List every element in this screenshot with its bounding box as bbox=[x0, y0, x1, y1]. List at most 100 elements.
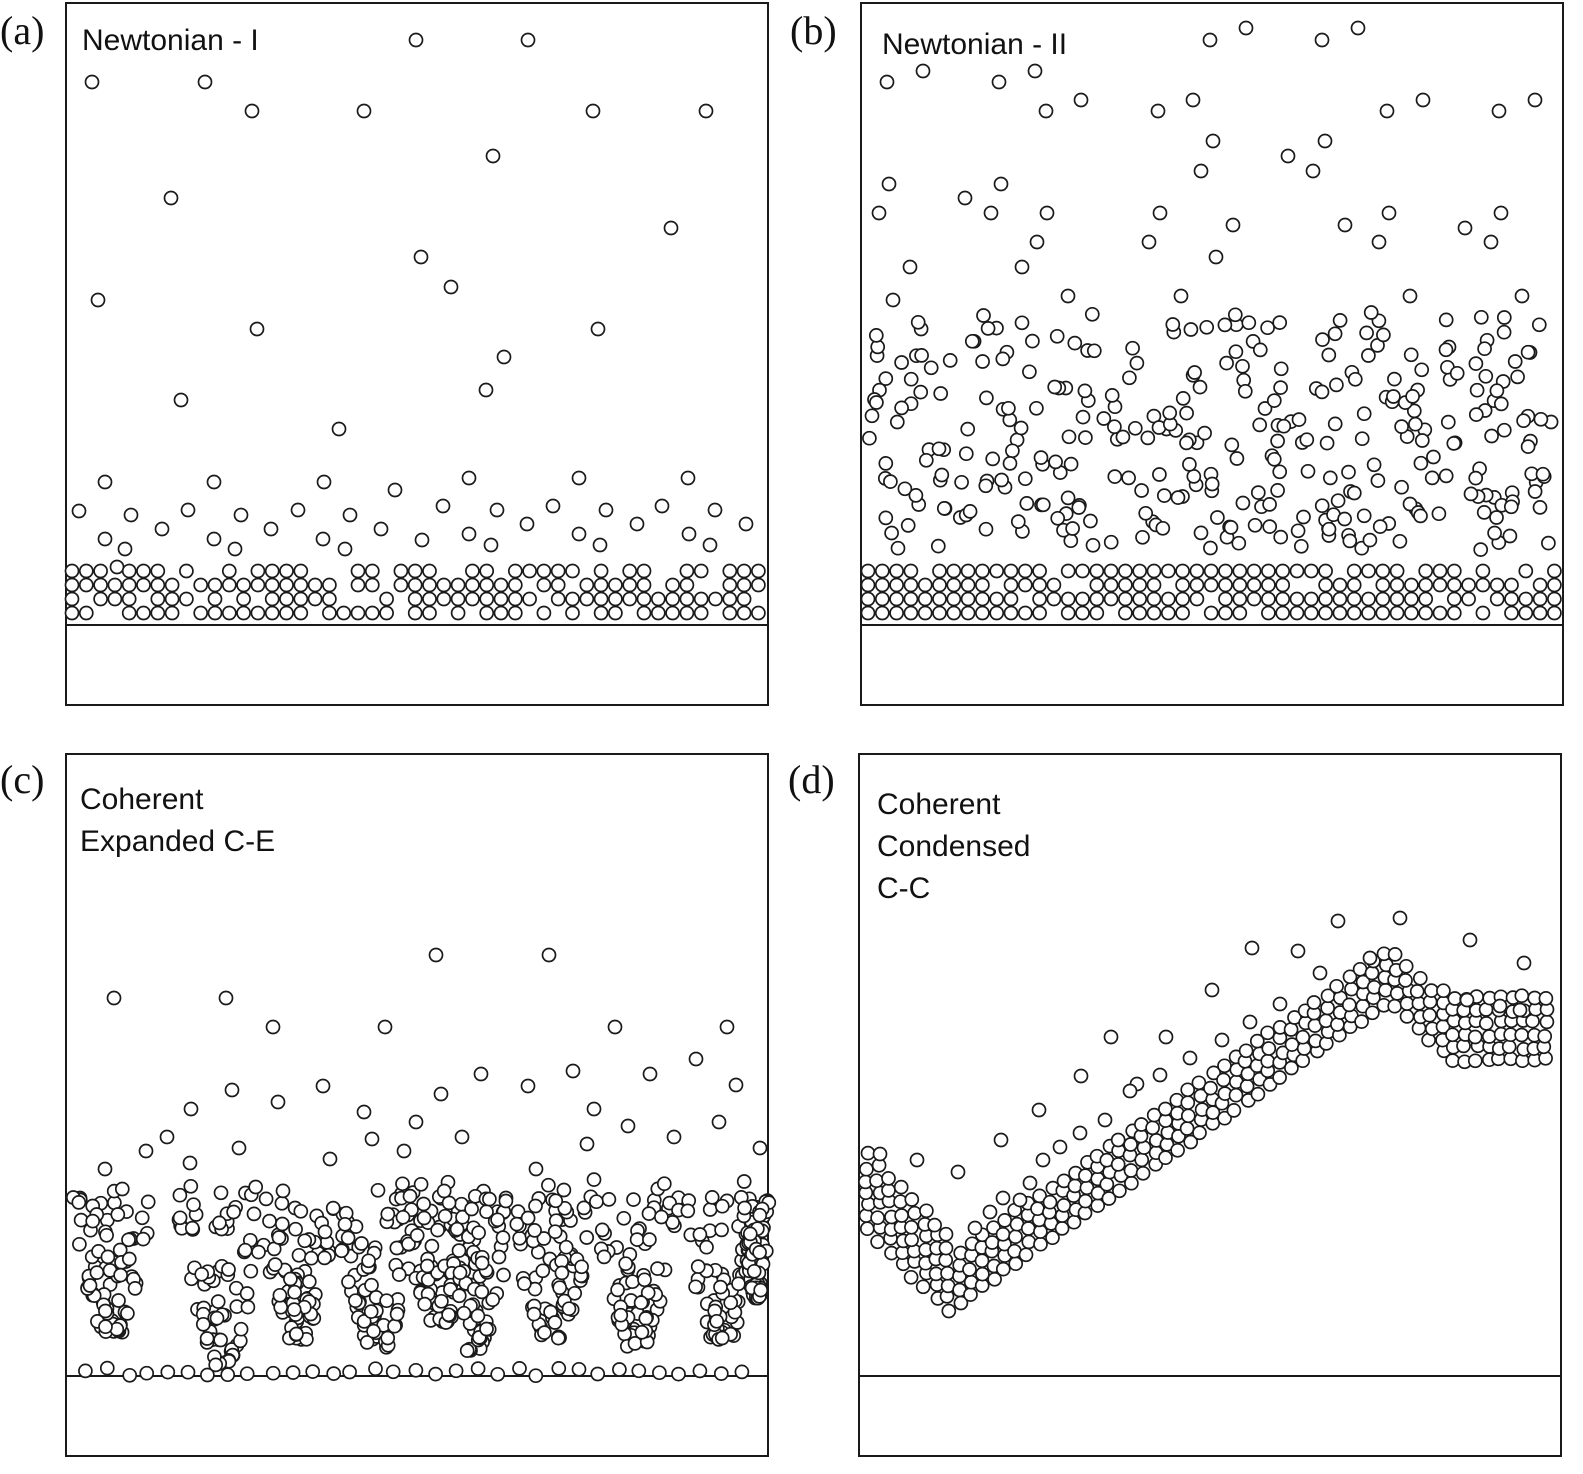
panel-c-blob-particle bbox=[98, 1319, 113, 1335]
panel-b-cloud-particle bbox=[1156, 488, 1172, 503]
panel-b-bed-particle bbox=[1132, 591, 1148, 607]
panel-d-band-particle bbox=[1260, 1025, 1275, 1041]
panel-d-free-particle bbox=[1072, 1125, 1088, 1141]
panel-b-bed-particle bbox=[1375, 577, 1391, 593]
panel-c-blob-particle bbox=[209, 1310, 225, 1326]
panel-b-bed-particle bbox=[989, 605, 1005, 621]
panel-b-bed-particle bbox=[860, 591, 876, 607]
panel-a-free-particle bbox=[316, 474, 332, 490]
panel-a-free-particle bbox=[315, 531, 331, 547]
panel-b-bed-particle bbox=[1060, 605, 1076, 621]
panel-d-band-particle bbox=[1539, 1014, 1555, 1030]
panel-a-bed-particle bbox=[522, 591, 537, 607]
panel-b-bed-particle bbox=[1318, 577, 1333, 593]
panel-c-floor-particle bbox=[470, 1361, 486, 1376]
panel-a-free-particle bbox=[654, 498, 670, 514]
panel-c-blob-particle bbox=[753, 1282, 769, 1298]
panel-c-blob-particle bbox=[459, 1343, 475, 1358]
panel-b-cloud-particle bbox=[1001, 400, 1016, 416]
panel-b-bed-particle bbox=[1218, 577, 1233, 593]
panel-d-free-particle bbox=[1244, 940, 1260, 956]
panel-c-blob-particle bbox=[552, 1280, 568, 1296]
panel-a-free-particle bbox=[163, 190, 179, 206]
panel-b: (b) Newtonian - II bbox=[790, 2, 1564, 706]
panel-c-free-particle bbox=[473, 1066, 489, 1082]
panel-a-bed-particle bbox=[507, 563, 523, 579]
panel-c-blob-particle bbox=[274, 1216, 290, 1232]
panel-b-bed-particle bbox=[1175, 563, 1190, 579]
panel-a-bed-particle bbox=[350, 563, 366, 579]
panel-d-band-particle bbox=[1478, 1016, 1494, 1031]
panel-d-band-particle bbox=[1045, 1230, 1060, 1246]
panel-b-free-particle bbox=[915, 63, 931, 79]
panel-b-cloud-particle bbox=[1372, 519, 1388, 534]
panel-c-blob-particle bbox=[495, 1230, 511, 1245]
panel-b-free-particle bbox=[1141, 234, 1157, 250]
panel-a-free-particle bbox=[408, 32, 424, 48]
panel-b-cloud-particle bbox=[1414, 362, 1430, 378]
panel-c-blob-particle bbox=[89, 1265, 105, 1280]
panel-c-blob-particle bbox=[537, 1325, 552, 1340]
panel-a-free-particle bbox=[496, 349, 512, 365]
panel-a-free-particle bbox=[233, 507, 249, 523]
panel-b-bed-particle bbox=[1089, 577, 1105, 593]
panel-a-free-particle bbox=[629, 516, 645, 532]
panel-c-floor-particle bbox=[612, 1362, 627, 1377]
panel-b-bed-particle bbox=[1404, 591, 1419, 607]
panel-c-floor-particle bbox=[200, 1367, 215, 1383]
panel-b-bed-particle bbox=[946, 577, 962, 593]
panel-c-blob-particle bbox=[556, 1182, 572, 1198]
panel-d-band-particle bbox=[870, 1234, 885, 1250]
panel-b-bed-particle bbox=[1160, 605, 1176, 621]
panel-c-free-particle bbox=[377, 1019, 393, 1035]
panel-c-blob-particle bbox=[752, 1245, 767, 1260]
panel-b-cloud-particle bbox=[868, 328, 884, 343]
panel-b-bed-particle bbox=[1461, 591, 1476, 607]
panel-a-bed-particle bbox=[64, 563, 80, 579]
panel-c-blob-particle bbox=[379, 1293, 394, 1309]
panel-a-bed-particle bbox=[307, 591, 323, 607]
panel-b-cloud-particle bbox=[958, 446, 974, 462]
panel-b-cloud-particle bbox=[1438, 468, 1454, 484]
panel-c-blob-particle bbox=[482, 1191, 497, 1207]
panel-c-blob-particle bbox=[610, 1282, 625, 1298]
panel-a-bed-particle bbox=[179, 563, 194, 579]
panel-b-cloud-particle bbox=[1468, 470, 1484, 486]
panel-a-bed-particle bbox=[150, 605, 166, 621]
panel-a-free-particle bbox=[342, 507, 358, 523]
panel-b-bed-particle bbox=[1518, 605, 1534, 621]
panel-a-free-particle bbox=[592, 537, 608, 553]
panel-c-blob-particle bbox=[337, 1216, 353, 1232]
panel-b-cloud-particle bbox=[923, 360, 939, 376]
panel-c-blob-particle bbox=[596, 1249, 612, 1265]
panel-a-free-particle bbox=[698, 103, 714, 119]
panel-c-blob-particle bbox=[348, 1293, 363, 1309]
panel-a-bed-particle bbox=[221, 563, 237, 579]
panel-d-band-particle bbox=[1078, 1168, 1093, 1183]
panel-a-bed-particle bbox=[736, 591, 752, 607]
panel-d-band-particle bbox=[903, 1269, 919, 1285]
panel-b-cloud-particle bbox=[1329, 377, 1344, 393]
panel-c-floor-particle bbox=[285, 1365, 301, 1380]
panel-b-bed-particle bbox=[1189, 563, 1205, 579]
panel-b-bed-particle bbox=[1232, 563, 1248, 579]
panel-d-band-particle bbox=[1032, 1188, 1047, 1204]
panel-b-cloud-particle bbox=[936, 501, 952, 516]
panel-b-cloud-particle bbox=[1327, 326, 1343, 342]
panel-b-bed-particle bbox=[1203, 563, 1219, 579]
panel-b-cloud-particle bbox=[1322, 470, 1338, 486]
panel-d-free-particle bbox=[1392, 910, 1408, 926]
panel-b-bed-particle bbox=[975, 591, 990, 607]
panel-b-free-particle bbox=[881, 176, 897, 192]
panel-b-cloud-particle bbox=[1477, 341, 1492, 357]
panel-a-free-particle bbox=[598, 502, 614, 518]
panel-b-cloud-particle bbox=[1376, 327, 1391, 343]
panel-b-bed-particle bbox=[1332, 605, 1348, 621]
panel-c-blob-particle bbox=[654, 1209, 669, 1225]
panel-b-cloud-particle bbox=[1227, 307, 1243, 323]
panel-d-band-particle bbox=[1537, 1028, 1553, 1044]
panel-d-band-particle bbox=[1354, 1014, 1369, 1029]
panel-b-cloud-particle bbox=[1473, 309, 1489, 325]
panel-d-band-particle bbox=[1217, 1058, 1232, 1074]
panel-b-free-particle bbox=[1305, 163, 1321, 179]
